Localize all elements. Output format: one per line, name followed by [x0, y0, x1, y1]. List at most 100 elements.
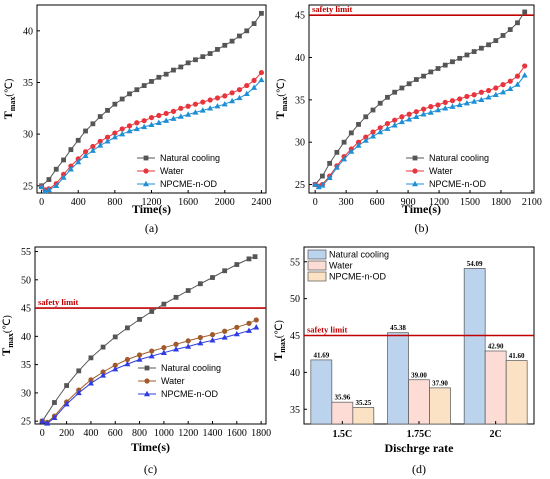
legend-swatch	[307, 260, 327, 271]
data-point	[370, 129, 376, 135]
data-point	[252, 254, 258, 260]
x-tick-label: 1200	[178, 428, 198, 439]
data-point	[75, 389, 82, 396]
data-point	[377, 100, 383, 106]
data-point	[63, 401, 70, 407]
data-point	[493, 85, 499, 91]
data-point	[156, 74, 162, 80]
data-point	[112, 362, 118, 368]
bar-value-label: 41.60	[509, 352, 525, 360]
data-point	[38, 183, 45, 190]
data-point	[478, 96, 485, 103]
bar	[331, 401, 354, 425]
y-axis-label: Tmax(℃)	[1, 79, 17, 120]
series-line	[314, 11, 526, 185]
data-point	[53, 166, 59, 172]
chart-panel-c: 0 200 400 600 800 1000 1200 1400 1600 1800 25 30 35 4…	[0, 246, 271, 476]
y-tick-label: 25	[295, 180, 305, 191]
legend-label: NPCME-n-OD	[329, 272, 387, 282]
data-point	[100, 372, 107, 378]
series-0	[312, 9, 528, 187]
data-point	[391, 122, 398, 128]
data-point	[244, 82, 250, 89]
data-point	[199, 107, 206, 113]
bar	[505, 360, 528, 425]
legend-label: Water	[160, 166, 184, 176]
x-tick-label: 2400	[251, 197, 271, 208]
data-point	[185, 343, 192, 349]
safety-limit-label: safety limit	[38, 297, 79, 307]
y-tick-label: 40	[295, 53, 305, 64]
data-point	[104, 134, 111, 140]
legend-label: Natural cooling	[160, 153, 220, 163]
legend-swatch	[307, 271, 327, 282]
bar-value-label: 37.90	[432, 379, 448, 387]
data-point	[75, 158, 82, 165]
data-point	[68, 147, 74, 153]
legend-marker	[144, 378, 150, 384]
data-point	[246, 320, 252, 326]
data-point	[363, 134, 369, 140]
y-tick-label: 35	[23, 78, 33, 89]
bar	[484, 350, 507, 425]
x-tick-label: 400	[83, 428, 98, 439]
series-1	[38, 69, 265, 193]
data-point	[463, 100, 470, 106]
y-axis-label-main: T	[0, 348, 13, 356]
data-point	[149, 348, 155, 354]
y-axis-label-unit: (℃)	[274, 320, 285, 338]
data-point	[251, 21, 257, 26]
data-point	[209, 337, 216, 343]
y-tick-label: 25	[21, 417, 31, 428]
y-axis-label-sub: max	[8, 97, 17, 112]
data-point	[100, 344, 106, 350]
bar-value-label: 41.69	[313, 351, 329, 359]
x-tick-label: 900	[401, 197, 416, 208]
data-point	[185, 288, 191, 293]
data-point	[148, 114, 155, 121]
data-point	[457, 55, 463, 61]
data-point	[384, 125, 391, 131]
data-point	[185, 60, 191, 66]
data-point	[334, 149, 340, 155]
data-point	[222, 42, 228, 48]
y-axis-label-unit: (℃)	[276, 79, 287, 97]
bar	[463, 268, 486, 425]
legend-label: Water	[161, 376, 185, 386]
data-point	[134, 87, 140, 93]
data-point	[384, 120, 391, 127]
data-point	[222, 268, 228, 274]
data-point	[341, 155, 348, 162]
data-point	[246, 256, 252, 262]
data-point	[233, 330, 240, 337]
data-point	[251, 77, 257, 84]
y-tick-label: 50	[21, 275, 31, 286]
data-point	[522, 9, 528, 15]
panel-label: (d)	[412, 462, 426, 476]
data-point	[67, 166, 74, 172]
y-axis-label-sub: max	[280, 97, 289, 112]
data-point	[507, 27, 513, 32]
x-tick-label: 300	[339, 197, 354, 208]
data-point	[406, 116, 413, 122]
bar	[429, 387, 451, 425]
data-point	[133, 125, 140, 132]
data-point	[214, 95, 221, 101]
x-tick-label: 2C	[490, 429, 502, 440]
data-point	[456, 101, 463, 108]
chart-panel-b: 0 300 600 900 1200 1500 1800 2100 25 30 35 40 45 safe…	[273, 4, 542, 235]
data-point	[104, 138, 111, 144]
data-point	[428, 104, 434, 110]
data-point	[315, 183, 322, 190]
data-point	[83, 128, 88, 134]
data-point	[413, 113, 420, 119]
y-tick-label: 40	[21, 332, 31, 343]
series-line	[314, 65, 526, 187]
y-tick-label: 30	[21, 388, 31, 399]
y-tick-label: 55	[21, 247, 31, 258]
x-tick-label: 800	[107, 197, 122, 208]
data-point	[369, 133, 376, 139]
